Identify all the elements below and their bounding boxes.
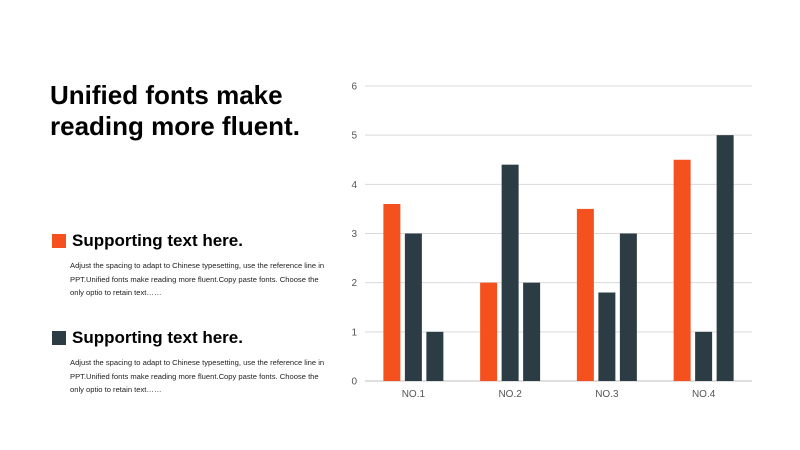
supporting-body-2: Adjust the spacing to adapt to Chinese t… xyxy=(70,358,325,394)
supporting-block-1: Supporting text here. Adjust the spacing… xyxy=(52,231,332,300)
supporting-title-2: Supporting text here. xyxy=(72,328,243,347)
y-tick-label-1: 1 xyxy=(351,327,357,338)
y-tick-label-5: 5 xyxy=(351,131,357,142)
y-tick-label-2: 2 xyxy=(351,278,357,289)
supporting-title-1: Supporting text here. xyxy=(72,231,243,250)
bar-no2-series-1 xyxy=(480,282,498,381)
x-tick-label-2: NO.2 xyxy=(498,389,522,400)
bar-no1-series-3 xyxy=(426,331,444,381)
x-tick-label-4: NO.4 xyxy=(692,389,716,400)
y-tick-label-0: 0 xyxy=(351,377,357,388)
bar-no2-series-3 xyxy=(523,282,541,381)
bar-no4-series-3 xyxy=(716,135,734,381)
x-tick-label-1: NO.1 xyxy=(402,389,426,400)
bar-no1-series-1 xyxy=(383,204,401,381)
bar-no3-series-1 xyxy=(576,208,594,381)
dark-square-icon xyxy=(52,331,66,345)
y-tick-label-3: 3 xyxy=(351,229,357,240)
supporting-body-1: Adjust the spacing to adapt to Chinese t… xyxy=(70,261,325,297)
supporting-block-2: Supporting text here. Adjust the spacing… xyxy=(52,328,332,397)
bar-no3-series-3 xyxy=(619,233,637,381)
bar-no1-series-2 xyxy=(404,233,422,381)
headline: Unified fonts make reading more fluent. xyxy=(50,80,300,141)
y-tick-label-6: 6 xyxy=(351,82,357,93)
x-tick-label-3: NO.3 xyxy=(595,389,619,400)
bar-no4-series-2 xyxy=(695,331,713,381)
bar-chart: 0 1 2 3 4 5 6 NO.1 NO.2 NO.3 NO.4 xyxy=(351,82,752,400)
y-tick-label-4: 4 xyxy=(351,180,357,191)
bar-no3-series-2 xyxy=(598,292,616,381)
orange-square-icon xyxy=(52,234,66,248)
bar-no4-series-1 xyxy=(673,159,691,381)
bar-no2-series-2 xyxy=(501,164,519,381)
